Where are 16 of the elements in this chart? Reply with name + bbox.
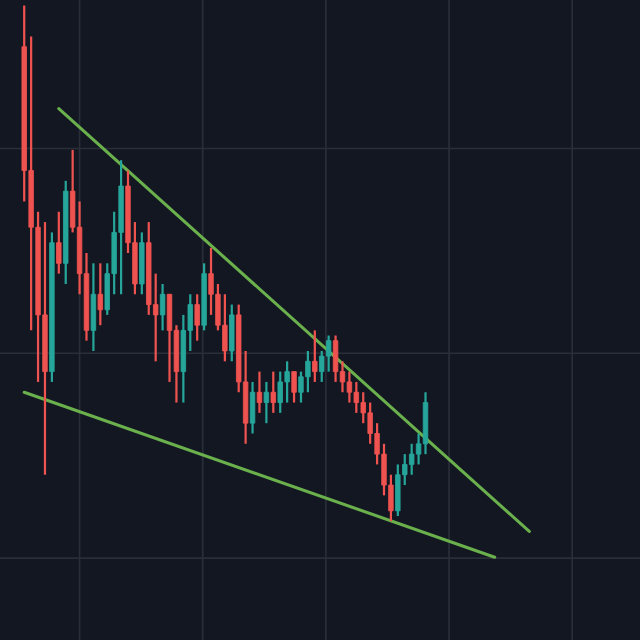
candlestick: [159, 282, 166, 332]
candlestick: [291, 370, 297, 404]
candlestick: [270, 370, 276, 414]
candlestick: [312, 329, 318, 384]
candlestick: [56, 210, 62, 275]
candlestick: [97, 262, 104, 327]
candlestick: [256, 370, 263, 414]
candlestick: [332, 334, 339, 384]
candlestick: [229, 303, 235, 363]
candlestick: [118, 159, 124, 296]
candlestick: [90, 262, 97, 353]
candlestick: [263, 380, 270, 425]
candlestick: [139, 231, 145, 296]
candlestick: [422, 391, 429, 456]
candlestick: [194, 293, 200, 342]
candlestick: [249, 380, 256, 435]
